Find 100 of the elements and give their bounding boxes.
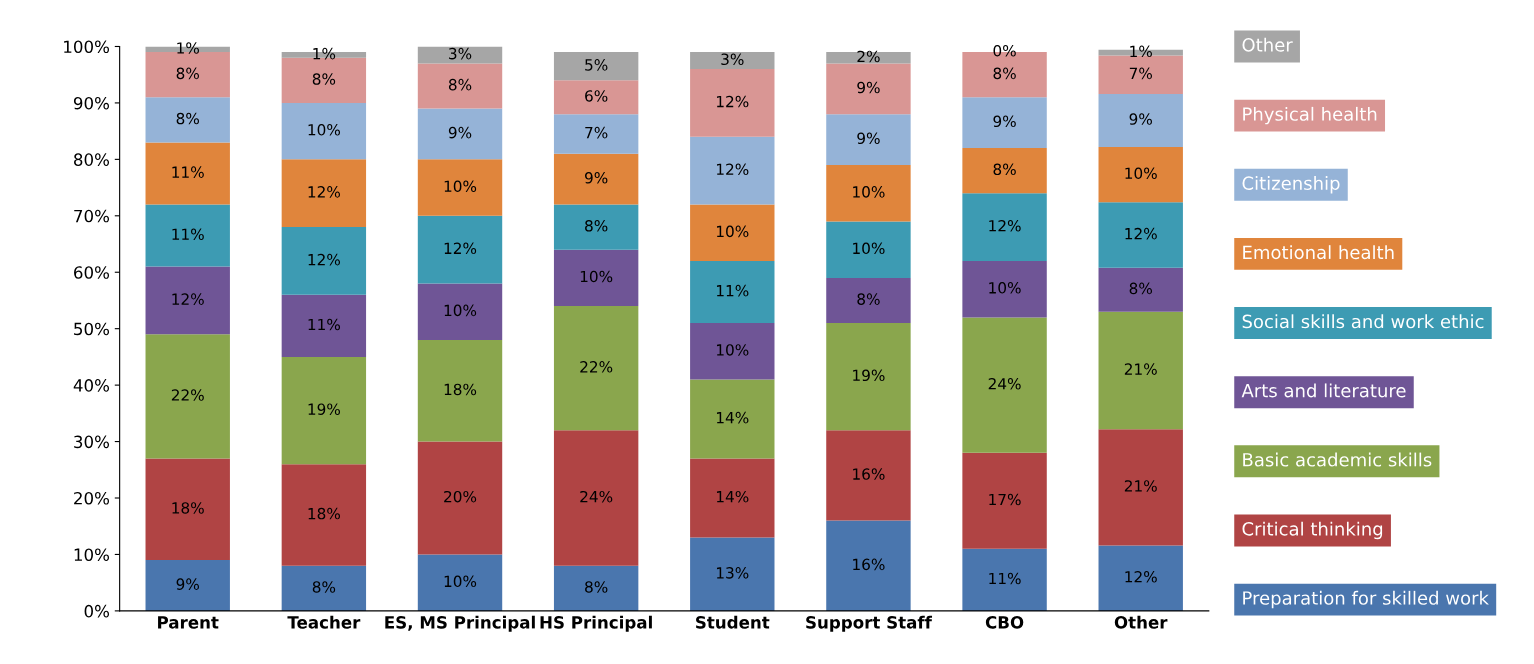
data-label: 8%: [176, 112, 199, 125]
data-label: 0%: [993, 45, 1016, 57]
y-tick-label: 90%: [73, 96, 110, 110]
text: Citizenship: [1242, 176, 1340, 194]
data-label: 10%: [308, 124, 340, 136]
bar: [962, 148, 1047, 194]
x-tick-label: Student: [696, 615, 770, 629]
bar: [826, 221, 911, 278]
data-label: 16%: [853, 468, 885, 480]
bar: [1098, 146, 1183, 203]
bar: [417, 108, 503, 160]
bar: [690, 52, 775, 70]
bar: [281, 227, 367, 295]
bar: [826, 277, 911, 324]
data-label: 10%: [580, 270, 613, 283]
data-label: 8%: [1129, 282, 1152, 295]
data-label: 12%: [716, 163, 749, 176]
data-label: 12%: [308, 253, 340, 266]
data-label: 19%: [308, 403, 340, 415]
bar: [553, 306, 639, 431]
bar: [690, 323, 775, 380]
text: Emotional health: [1243, 245, 1394, 260]
data-label: 10%: [444, 304, 477, 317]
data-label: 20%: [444, 490, 477, 503]
x-tick-label: Other: [1114, 615, 1168, 629]
bar: [553, 80, 639, 115]
text: Critical thinking: [1242, 521, 1383, 540]
bar: [690, 136, 775, 205]
data-label: 10%: [1125, 167, 1157, 180]
data-label: 22%: [580, 361, 613, 373]
data-label: 9%: [584, 171, 608, 184]
data-label: 8%: [993, 163, 1016, 176]
data-label: 17%: [989, 493, 1021, 506]
y-tick-label: 0%: [84, 604, 110, 618]
bar: [145, 52, 230, 98]
text: Physical health: [1243, 106, 1377, 125]
bar: [690, 204, 775, 261]
data-label: 10%: [853, 242, 885, 255]
bar: [826, 114, 911, 165]
bar: [1098, 311, 1183, 430]
bar: [690, 69, 775, 137]
data-label: 21%: [1124, 480, 1157, 492]
y-tick-label: 20%: [74, 491, 110, 505]
data-label: 9%: [176, 578, 199, 590]
data-label: 10%: [444, 180, 477, 193]
data-label: 2%: [857, 50, 880, 63]
data-label: 9%: [448, 126, 472, 139]
bar: [417, 441, 503, 555]
y-tick-label: 50%: [74, 322, 110, 336]
bar: [1098, 93, 1183, 147]
text: Social skills and work ethic: [1242, 314, 1484, 329]
bar: [826, 63, 911, 115]
data-label: 14%: [716, 490, 749, 503]
data-label: 12%: [1125, 227, 1157, 240]
data-label: 12%: [308, 186, 340, 198]
bar: [145, 458, 230, 561]
data-label: 10%: [716, 344, 749, 356]
data-label: 10%: [853, 186, 885, 198]
bar: [826, 323, 911, 431]
bar: [826, 520, 911, 611]
data-label: 3%: [449, 47, 472, 60]
data-label: 22%: [171, 389, 204, 401]
bar: [417, 159, 503, 216]
data-label: 12%: [444, 242, 477, 255]
x-tick-label: Support Staff: [806, 615, 933, 632]
data-label: 8%: [312, 73, 336, 85]
bar: [962, 193, 1047, 261]
data-label: 14%: [716, 411, 749, 424]
text: Basic academic skills: [1243, 452, 1432, 467]
data-label: 9%: [857, 132, 880, 145]
data-label: 9%: [993, 115, 1016, 128]
data-label: 11%: [172, 228, 204, 240]
data-label: 18%: [172, 502, 204, 514]
bar: [281, 565, 367, 611]
data-label: 3%: [721, 53, 744, 66]
data-label: 9%: [857, 81, 880, 94]
data-label: 1%: [177, 42, 199, 54]
bar: [281, 294, 367, 357]
bar: [553, 204, 639, 250]
bar: [281, 356, 367, 465]
data-label: 11%: [989, 572, 1021, 585]
data-label: 8%: [585, 219, 608, 232]
data-label: 21%: [1124, 363, 1157, 375]
data-label: 10%: [989, 282, 1021, 294]
x-tick-label: Parent: [158, 616, 219, 629]
data-label: 12%: [716, 95, 749, 108]
data-label: 12%: [989, 219, 1021, 232]
x-tick-label: ES, MS Principal: [385, 615, 535, 632]
text: Preparation for skilled work: [1243, 590, 1489, 609]
y-tick-label: 10%: [74, 548, 110, 562]
data-label: 13%: [716, 567, 749, 579]
x-tick-label: Teacher: [287, 615, 361, 629]
data-label: 5%: [585, 59, 608, 71]
bar: [690, 537, 775, 611]
data-label: 7%: [1129, 67, 1152, 80]
data-label: 11%: [308, 318, 340, 331]
bar: [281, 464, 367, 566]
data-label: 8%: [312, 581, 336, 593]
bar: [1098, 545, 1183, 611]
bar: [962, 548, 1047, 611]
